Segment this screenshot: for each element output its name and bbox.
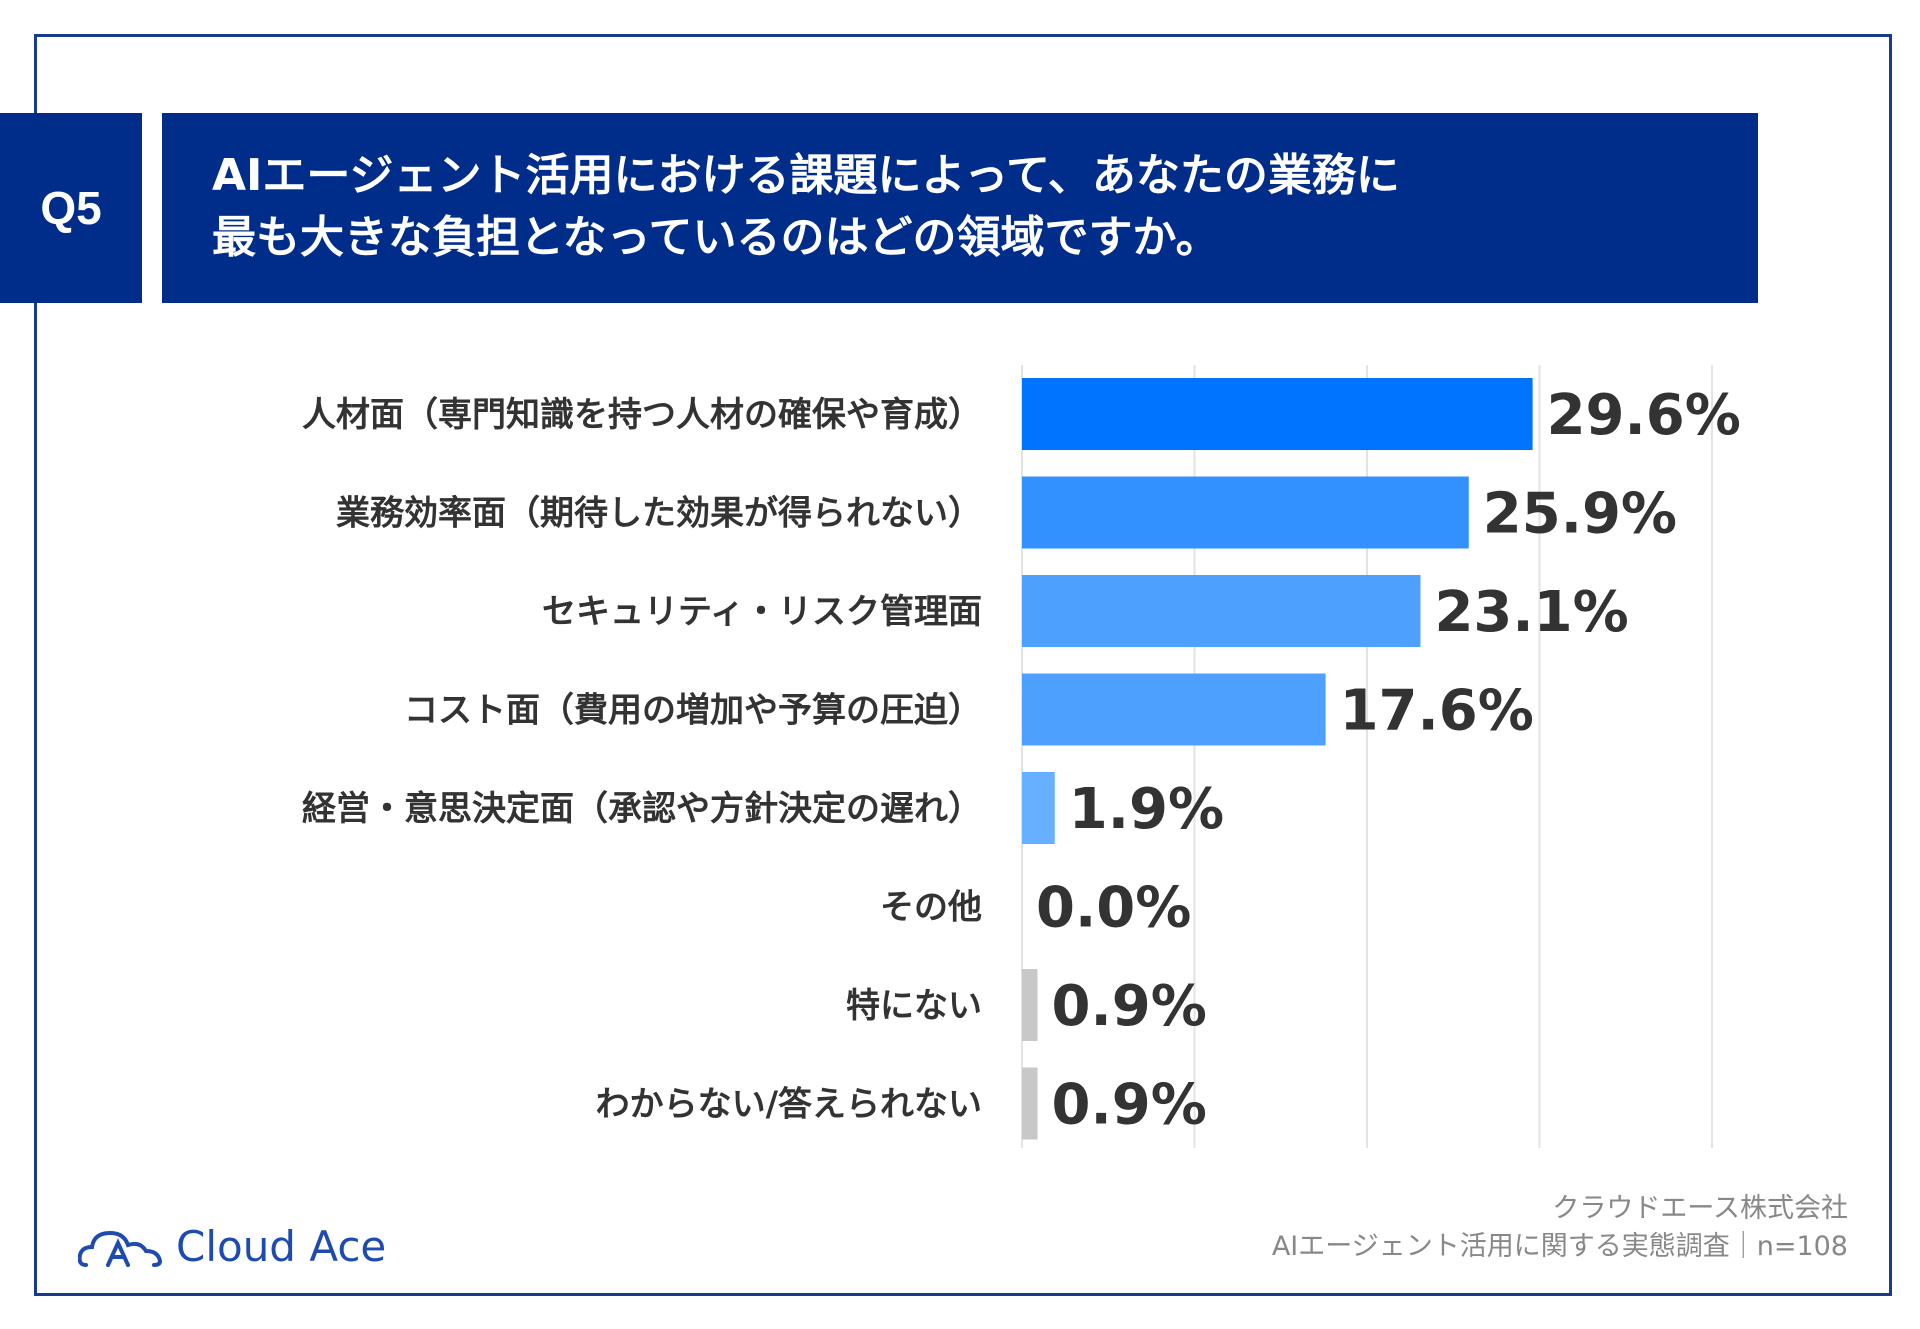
value-label: 0.9% [1052, 974, 1207, 1039]
question-title-line-1: AIエージェント活用における課題によって、あなたの業務に [212, 150, 1400, 201]
category-label: わからない/答えられない [596, 1085, 982, 1125]
category-label: 業務効率面（期待した効果が得られない） [336, 494, 982, 534]
category-label: 経営・意思決定面（承認や方針決定の遅れ） [302, 789, 982, 829]
value-label: 25.9% [1483, 482, 1677, 547]
footer-company: クラウドエース株式会社 [1552, 1193, 1848, 1224]
value-label: 0.0% [1036, 876, 1191, 941]
question-title-line-2: 最も大きな負担となっているのはどの領域ですか。 [212, 212, 1220, 263]
slide-frame [34, 34, 1892, 1296]
bar-layer: 人材面（専門知識を持つ人材の確保や育成） 29.6% 業務効率面（期待した効果が得ら… [302, 378, 1741, 1140]
bar [1022, 476, 1469, 549]
bar [1022, 575, 1421, 647]
logo-text: Cloud Ace [176, 1222, 387, 1271]
category-label: セキュリティ・リスク管理面 [542, 592, 982, 632]
footer-survey: AIエージェント活用に関する実態調査｜n=108 [1271, 1231, 1848, 1262]
value-label: 1.9% [1069, 777, 1224, 842]
footer-credit: クラウドエース株式会社 AIエージェント活用に関する実態調査｜n=108 [1272, 1190, 1848, 1266]
value-label: 29.6% [1547, 383, 1741, 448]
bar [1022, 969, 1038, 1041]
cloud-logo-icon [78, 1230, 162, 1267]
category-label: その他 [880, 888, 982, 928]
category-label: 特にない [846, 986, 982, 1026]
value-label: 0.9% [1052, 1073, 1207, 1138]
bar [1022, 1067, 1038, 1140]
category-label: 人材面（専門知識を持つ人材の確保や育成） [302, 395, 982, 435]
cloud-ace-logo: Cloud Ace [78, 1222, 386, 1271]
question-badge: Q5 [0, 113, 142, 303]
bar [1022, 772, 1055, 844]
value-label: 23.1% [1434, 580, 1628, 645]
bar [1022, 378, 1533, 450]
question-title-box: AIエージェント活用における課題によって、あなたの業務に 最も大きな負担となって… [162, 113, 1758, 303]
value-label: 17.6% [1340, 679, 1534, 744]
bar [1022, 673, 1326, 746]
category-label: コスト面（費用の増加や予算の圧迫） [404, 691, 982, 731]
